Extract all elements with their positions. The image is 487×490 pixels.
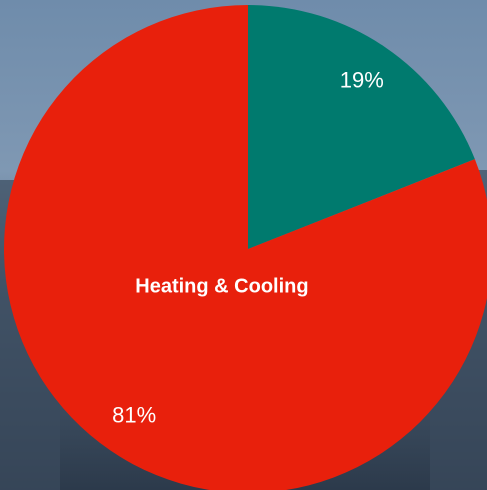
pie-slice xyxy=(4,5,487,490)
value-label: 19% xyxy=(340,67,384,92)
value-label: 81% xyxy=(112,402,156,427)
slice-label: Heating & Cooling xyxy=(135,276,308,298)
pie-slice xyxy=(248,5,475,249)
